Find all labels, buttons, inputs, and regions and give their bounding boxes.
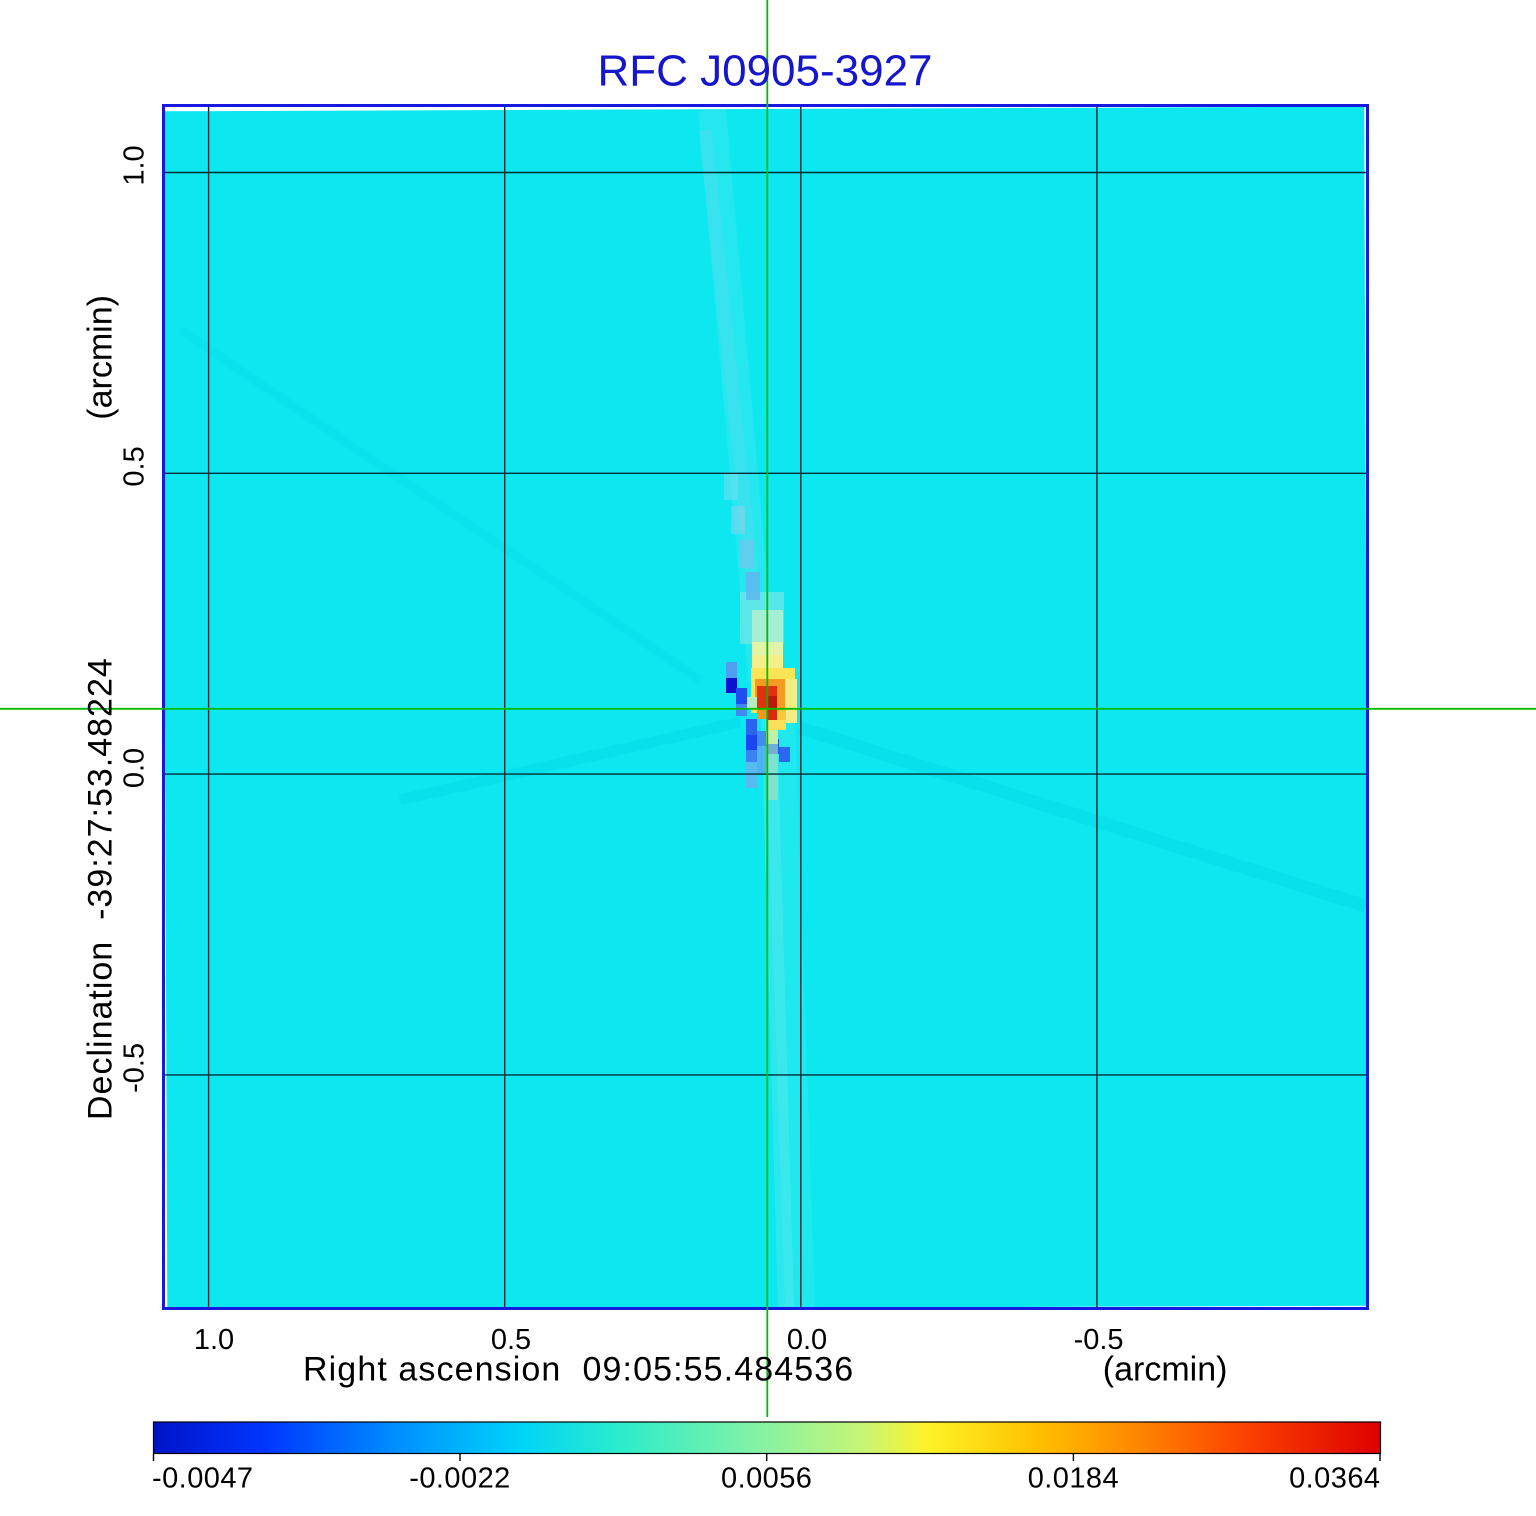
svg-text:(arcmin): (arcmin) (82, 295, 120, 420)
svg-text:Right ascension 09:05:55.4845: Right ascension 09:05:55.484536 (303, 1351, 854, 1389)
svg-text:0.0056: 0.0056 (721, 1463, 812, 1495)
svg-text:0.0184: 0.0184 (1028, 1463, 1119, 1495)
svg-text:1.0: 1.0 (194, 1324, 234, 1356)
svg-text:-0.5: -0.5 (1074, 1324, 1124, 1356)
svg-text:0.0: 0.0 (119, 748, 151, 788)
svg-text:Declination -39:27:53.48224: Declination -39:27:53.48224 (82, 657, 120, 1120)
svg-text:-0.0022: -0.0022 (409, 1463, 511, 1495)
svg-text:0.0364: 0.0364 (1289, 1463, 1380, 1495)
svg-text:(arcmin): (arcmin) (1103, 1351, 1228, 1389)
svg-text:-0.5: -0.5 (119, 1043, 151, 1093)
svg-text:0.5: 0.5 (119, 446, 151, 486)
svg-text:0.5: 0.5 (491, 1324, 531, 1356)
svg-text:-0.0047: -0.0047 (152, 1463, 254, 1495)
svg-text:0.0: 0.0 (787, 1324, 827, 1356)
svg-text:RFC J0905-3927: RFC J0905-3927 (597, 47, 932, 96)
svg-text:1.0: 1.0 (119, 145, 151, 185)
